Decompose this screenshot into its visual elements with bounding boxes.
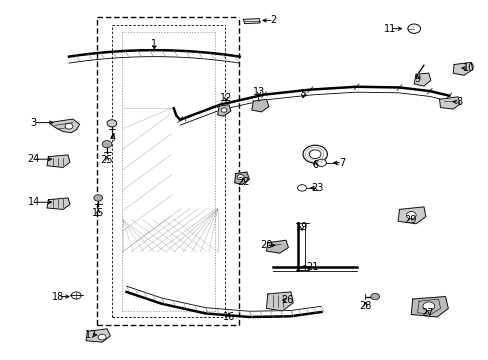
Polygon shape xyxy=(439,97,459,109)
Circle shape xyxy=(107,120,117,127)
Text: 22: 22 xyxy=(237,177,249,187)
Polygon shape xyxy=(86,329,110,342)
Text: 1: 1 xyxy=(151,39,157,49)
Text: 29: 29 xyxy=(403,215,416,225)
Text: 17: 17 xyxy=(84,330,97,340)
Text: 24: 24 xyxy=(28,154,40,164)
Text: 28: 28 xyxy=(359,301,371,311)
Text: 19: 19 xyxy=(295,222,307,231)
Text: 16: 16 xyxy=(223,312,235,322)
Circle shape xyxy=(221,108,226,112)
Polygon shape xyxy=(266,292,293,311)
Text: 2: 2 xyxy=(270,15,276,26)
Polygon shape xyxy=(243,19,260,24)
Circle shape xyxy=(98,334,106,340)
Text: 26: 26 xyxy=(281,295,293,305)
Text: 12: 12 xyxy=(219,93,232,103)
Polygon shape xyxy=(234,172,249,184)
Polygon shape xyxy=(49,119,80,133)
Circle shape xyxy=(94,195,102,201)
Polygon shape xyxy=(413,73,430,86)
Text: 9: 9 xyxy=(414,74,420,84)
Circle shape xyxy=(102,140,112,148)
Polygon shape xyxy=(397,207,425,224)
Text: 21: 21 xyxy=(306,262,318,272)
Text: 18: 18 xyxy=(52,292,64,302)
Text: 27: 27 xyxy=(420,309,433,318)
Circle shape xyxy=(370,293,379,300)
Text: 6: 6 xyxy=(311,160,318,170)
Circle shape xyxy=(407,24,420,33)
Circle shape xyxy=(422,302,434,311)
Circle shape xyxy=(297,185,306,191)
Text: 25: 25 xyxy=(101,155,113,165)
Text: 7: 7 xyxy=(338,158,345,168)
Circle shape xyxy=(303,145,327,163)
Circle shape xyxy=(71,292,81,299)
Polygon shape xyxy=(410,297,447,317)
Circle shape xyxy=(237,175,244,180)
Polygon shape xyxy=(266,240,288,253)
Text: 14: 14 xyxy=(28,197,40,207)
Text: 8: 8 xyxy=(455,97,461,107)
Circle shape xyxy=(65,123,73,129)
Polygon shape xyxy=(452,62,472,75)
Polygon shape xyxy=(47,198,70,210)
Text: 11: 11 xyxy=(383,24,395,34)
Text: 10: 10 xyxy=(462,63,474,73)
Circle shape xyxy=(309,150,321,158)
Text: 13: 13 xyxy=(252,87,264,97)
Polygon shape xyxy=(251,99,268,112)
Polygon shape xyxy=(47,155,70,167)
Circle shape xyxy=(406,212,415,219)
Text: 23: 23 xyxy=(311,183,323,193)
Text: 4: 4 xyxy=(110,133,116,143)
Polygon shape xyxy=(217,105,230,116)
Text: 15: 15 xyxy=(92,208,104,218)
Text: 5: 5 xyxy=(299,89,305,99)
Text: 3: 3 xyxy=(31,118,37,128)
Text: 20: 20 xyxy=(260,240,272,250)
Circle shape xyxy=(316,159,326,166)
